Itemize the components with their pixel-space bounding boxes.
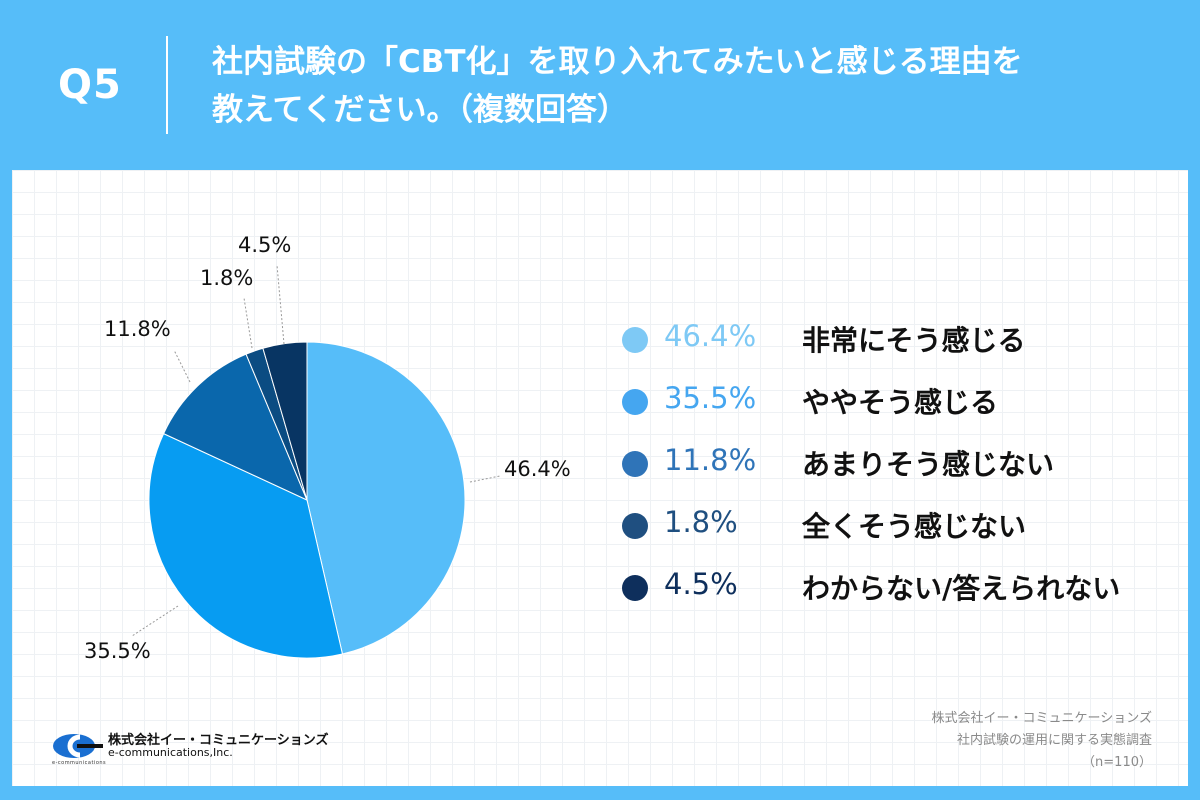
- legend-swatch: [622, 513, 648, 539]
- slice-value-label: 35.5%: [84, 639, 151, 663]
- e-logo-icon: [53, 734, 103, 758]
- question-number: Q5: [58, 62, 122, 108]
- logo-company-jp: 株式会社イー・コミュニケーションズ: [108, 733, 329, 748]
- leader-line: [131, 605, 179, 637]
- pie-slice: [162, 353, 308, 501]
- pie-slice: [262, 341, 308, 501]
- logo-company-en: e-communications,Inc.: [108, 746, 233, 759]
- legend-swatch: [622, 327, 648, 353]
- logo-subtext: e-communications: [52, 760, 107, 766]
- legend-value: 4.5%: [664, 567, 738, 601]
- legend-swatch: [622, 575, 648, 601]
- pie-chart: 46.4% 35.5% 11.8% 1.8% 4.5%: [84, 233, 571, 663]
- legend-swatch: [622, 389, 648, 415]
- slice-value-label: 4.5%: [238, 233, 291, 257]
- pie-slice: [148, 432, 344, 659]
- legend-label: わからない/答えられない: [802, 572, 1121, 605]
- legend-label: 非常にそう感じる: [802, 324, 1026, 357]
- leader-line: [469, 475, 501, 483]
- sample-size: （n=110）: [1082, 755, 1152, 770]
- header-divider: [166, 36, 168, 134]
- slice-value-label: 46.4%: [504, 457, 571, 481]
- question-line-2: 教えてください。（複数回答）: [212, 92, 629, 128]
- header: Q5 社内試験の「CBT化」を取り入れてみたいと感じる理由を 教えてください。（…: [0, 0, 1200, 170]
- leader-line: [276, 264, 285, 345]
- leader-line: [243, 297, 253, 349]
- legend-swatch: [622, 451, 648, 477]
- question-text: 社内試験の「CBT化」を取り入れてみたいと感じる理由を 教えてください。（複数回…: [212, 38, 1172, 134]
- chart-panel: 46.4% 35.5% 11.8% 1.8% 4.5% 46.4% 非常にそう感じる 3…: [12, 170, 1188, 786]
- source-survey: 社内試験の運用に関する実態調査: [956, 733, 1152, 748]
- legend-label: ややそう感じる: [802, 386, 999, 419]
- question-line-1: 社内試験の「CBT化」を取り入れてみたいと感じる理由を: [212, 44, 1023, 80]
- slice-value-label: 11.8%: [104, 317, 171, 341]
- legend-value: 35.5%: [664, 381, 757, 415]
- slice-value-label: 1.8%: [200, 266, 253, 290]
- legend-label: 全くそう感じない: [802, 510, 1027, 543]
- legend-value: 11.8%: [664, 443, 757, 477]
- source-company: 株式会社イー・コミュニケーションズ: [931, 711, 1152, 726]
- legend-value: 1.8%: [664, 505, 738, 539]
- legend-label: あまりそう感じない: [802, 448, 1055, 481]
- pie-slice: [306, 341, 466, 655]
- legend-value: 46.4%: [664, 319, 757, 353]
- source-note: 株式会社イー・コミュニケーションズ 社内試験の運用に関する実態調査 （n=110…: [932, 708, 1152, 774]
- leader-line: [173, 349, 191, 383]
